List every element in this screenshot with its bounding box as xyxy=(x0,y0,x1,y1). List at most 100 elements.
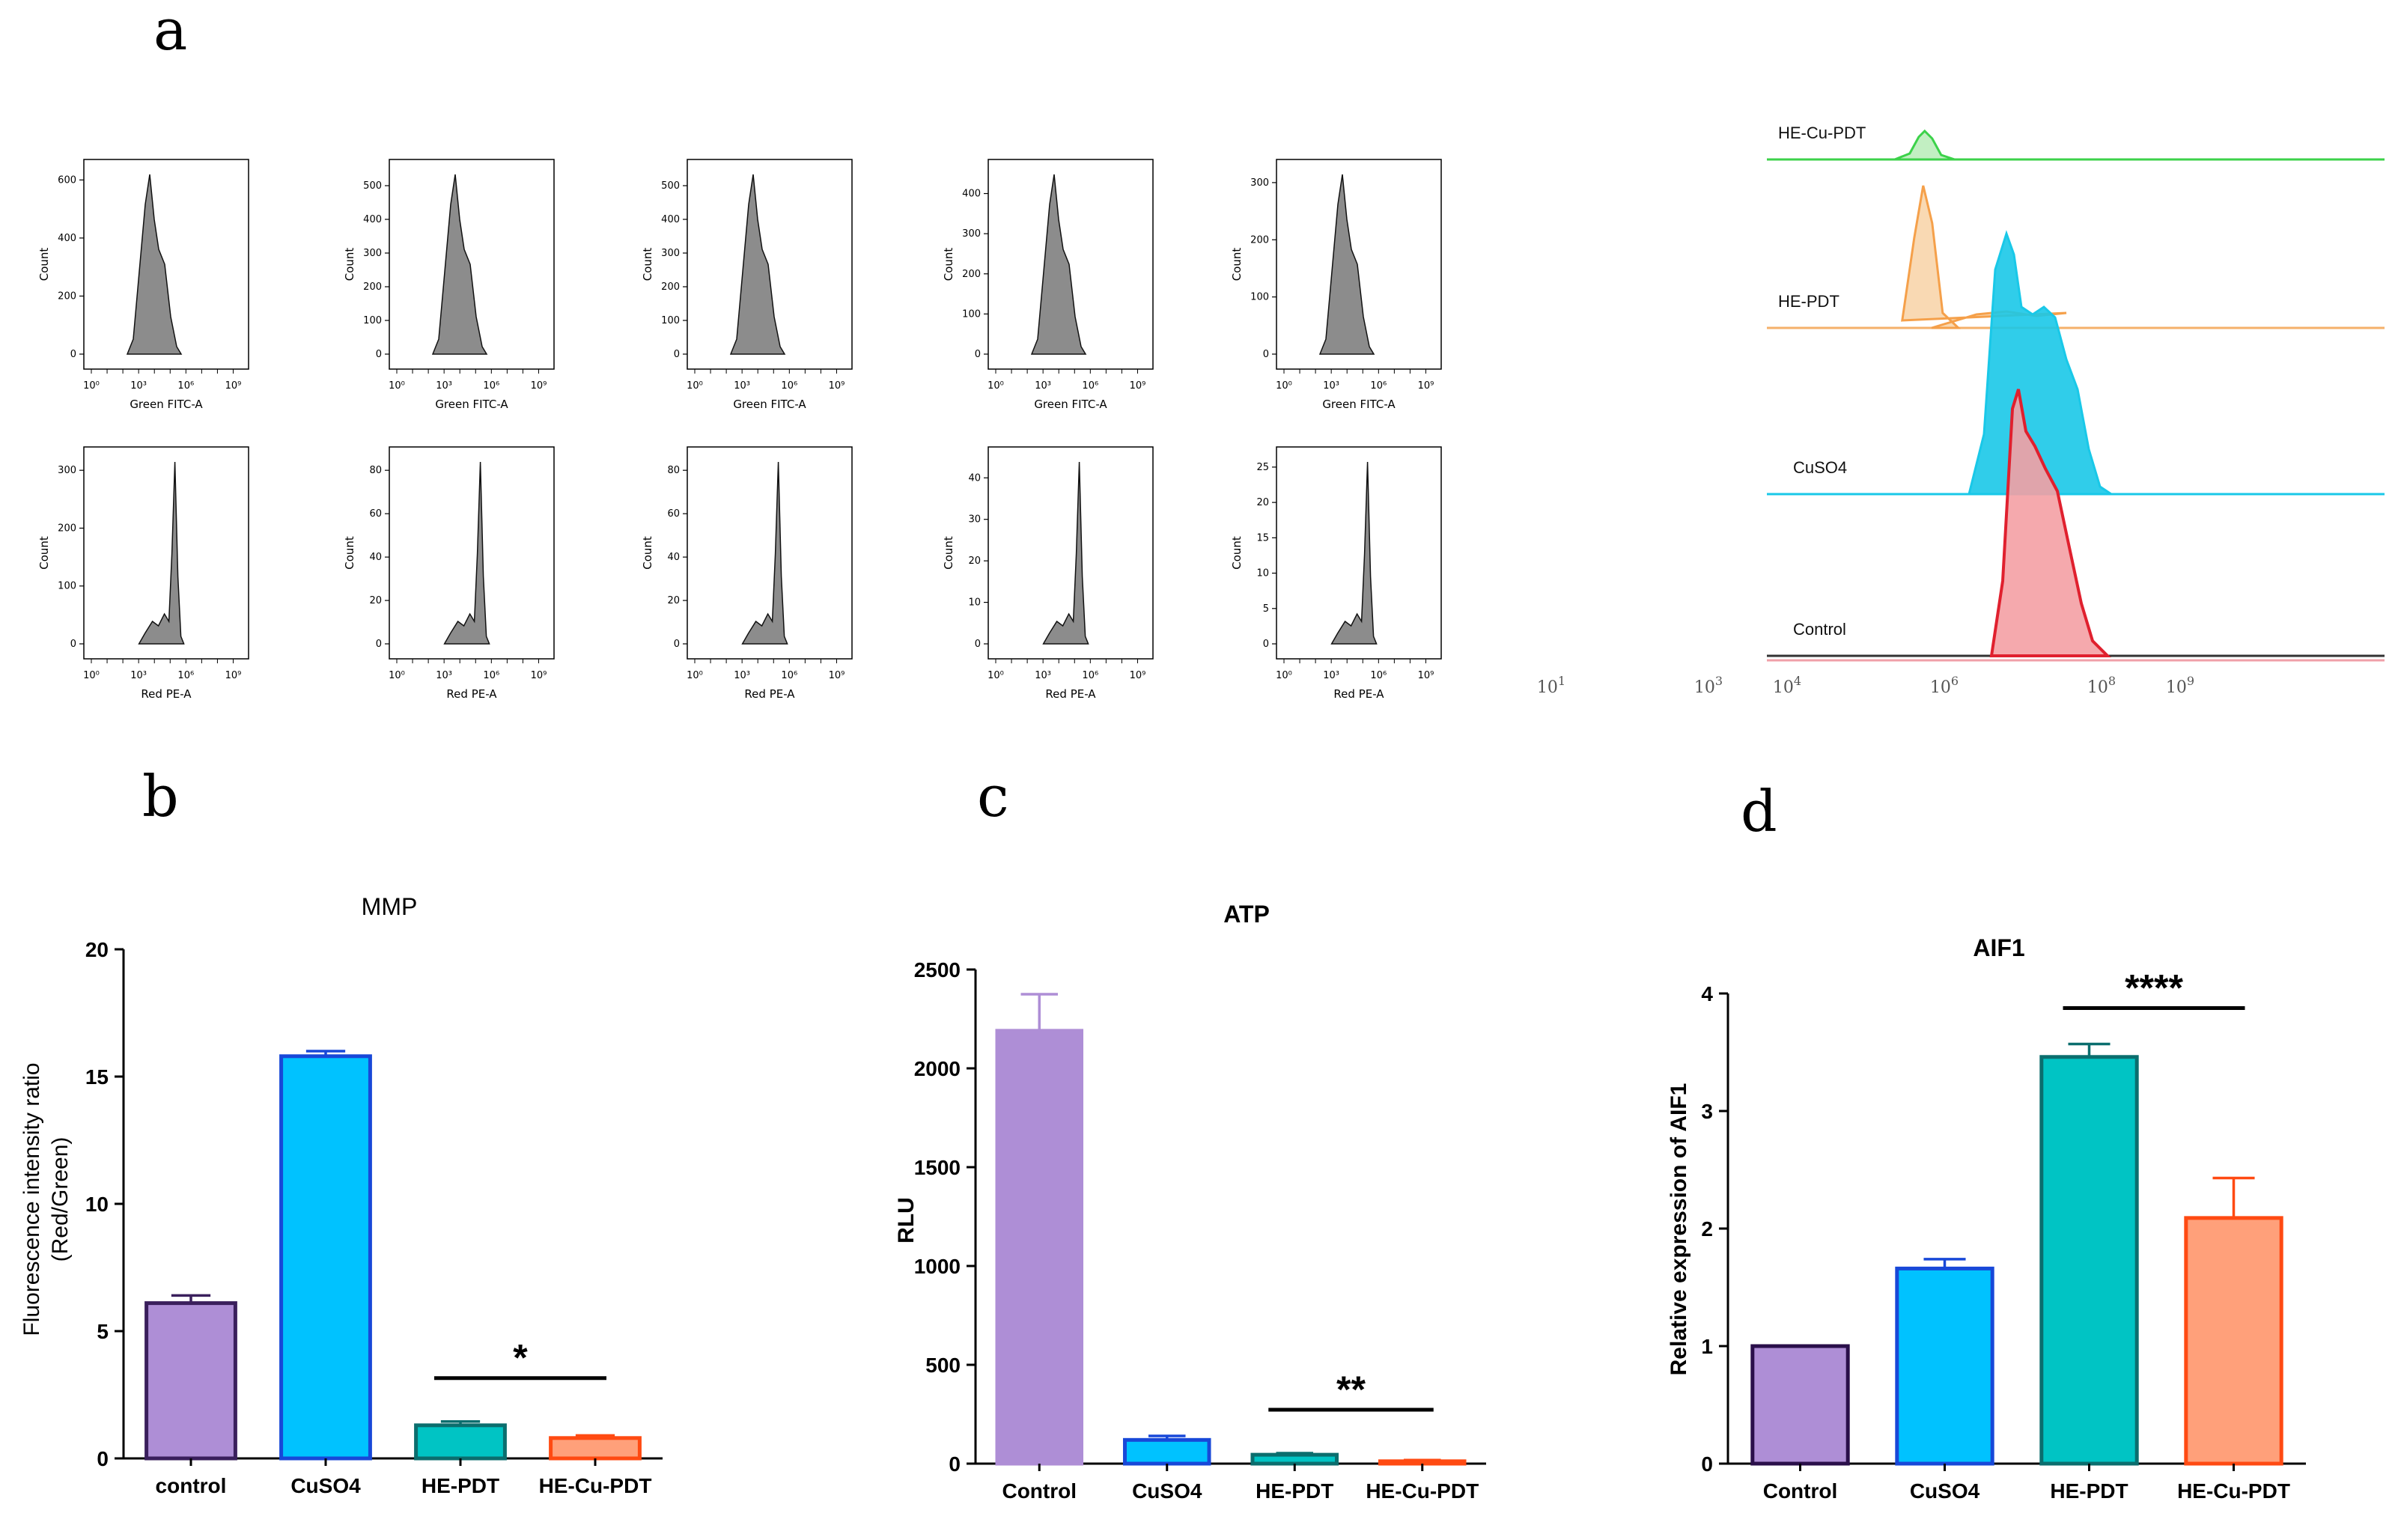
flow-histogram xyxy=(741,461,788,645)
overlay-xtick-label: 109 xyxy=(2166,674,2194,697)
flow-xaxis-label: Green FITC-A xyxy=(435,398,508,411)
flow-xaxis-label: Green FITC-A xyxy=(1322,398,1396,411)
chart-title: ATP xyxy=(1223,901,1270,928)
overlay-xtick-label: 103 xyxy=(1694,674,1723,697)
flow-xtick-label: 10⁹ xyxy=(531,670,547,681)
flow-ytick-label: 200 xyxy=(363,281,382,293)
flow-ytick-label: 100 xyxy=(1250,292,1269,303)
flow-panel-frame xyxy=(389,159,555,370)
flow-yaxis-label: Count xyxy=(942,536,955,570)
bar-control xyxy=(1750,1344,1850,1466)
flow-ytick-label: 100 xyxy=(363,315,382,326)
x-tick-label: HE-PDT xyxy=(422,1474,499,1497)
flow-xtick-label: 10⁰ xyxy=(988,380,1004,392)
flow-ytick-label: 20 xyxy=(1256,497,1269,508)
y-tick-label: 0 xyxy=(1701,1452,1713,1476)
overlay-peak-cuso4 xyxy=(1968,230,2115,496)
flow-ytick-label: 400 xyxy=(962,189,981,200)
overlay-label-he-pdt: HE-PDT xyxy=(1778,292,1839,311)
flow-histogram xyxy=(126,174,183,355)
flow-ytick-label: 0 xyxy=(376,639,382,650)
flow-panel-frame xyxy=(83,446,249,660)
y-tick-label: 2500 xyxy=(914,958,961,981)
y-tick-label: 5 xyxy=(97,1320,109,1343)
flow-ytick-label: 80 xyxy=(369,465,382,476)
bar-cuso4 xyxy=(1895,1266,1994,1466)
y-axis-label: RLU xyxy=(894,1197,919,1244)
flow-xaxis-label: Red PE-A xyxy=(1045,687,1096,701)
flow-yaxis-label: Count xyxy=(641,536,654,570)
flow-xtick-label: 10⁶ xyxy=(1370,380,1387,392)
flow-xaxis-label: Red PE-A xyxy=(1333,687,1384,701)
overlay-xtick-label: 101 xyxy=(1537,674,1565,697)
flow-ytick-label: 400 xyxy=(661,214,680,225)
flow-xtick-label: 10⁶ xyxy=(781,380,797,392)
flow-xtick-label: 10⁰ xyxy=(83,670,100,681)
flow-panel: 300 200 100 0 10⁰ 10³ 10⁶ 10⁹ Green FITC-A Count xyxy=(1230,159,1442,411)
significance-label: * xyxy=(513,1337,528,1379)
flow-ytick-label: 0 xyxy=(674,349,680,360)
flow-ytick-label: 400 xyxy=(363,214,382,225)
flow-ytick-label: 5 xyxy=(1263,603,1269,615)
flow-ytick-label: 100 xyxy=(962,308,981,320)
flow-xtick-label: 10³ xyxy=(130,380,147,392)
flow-panel: 80 60 40 20 0 10⁰ 10³ 10⁶ 10⁹ Red PE-A Count xyxy=(343,446,555,701)
panel-letter-b: b xyxy=(142,763,179,830)
y-tick-label: 1000 xyxy=(914,1255,961,1278)
flow-ytick-label: 80 xyxy=(667,465,680,476)
y-axis-label: Relative expression of AIF1 xyxy=(1667,1083,1691,1376)
overlay-xtick-label: 108 xyxy=(2087,674,2116,697)
y-tick-label: 2 xyxy=(1701,1217,1713,1241)
flow-xtick-label: 10⁰ xyxy=(1276,670,1292,681)
flow-xaxis-label: Red PE-A xyxy=(744,687,795,701)
bar-cuso4 xyxy=(279,1054,372,1461)
overlay-label-cuso4: CuSO4 xyxy=(1793,458,1847,477)
flow-ytick-label: 20 xyxy=(968,556,981,567)
flow-ytick-label: 200 xyxy=(661,281,680,293)
flow-panel: 40 30 20 10 0 10⁰ 10³ 10⁶ 10⁹ Red PE-A Count xyxy=(942,446,1154,701)
flow-ytick-label: 30 xyxy=(968,514,981,526)
flow-ytick-label: 0 xyxy=(70,639,76,650)
flow-panel-frame xyxy=(1276,159,1442,370)
flow-panel-frame xyxy=(1276,446,1442,660)
flow-ytick-label: 200 xyxy=(962,269,981,280)
flow-ytick-label: 0 xyxy=(1263,349,1269,360)
x-tick-label: Control xyxy=(1002,1479,1077,1503)
bar-control xyxy=(995,1029,1084,1466)
bar-cuso4 xyxy=(1122,1437,1211,1466)
flow-ytick-label: 15 xyxy=(1256,532,1269,544)
flow-panel: 400 300 200 100 0 10⁰ 10³ 10⁶ 10⁹ Green FITC-A Cou… xyxy=(942,159,1154,411)
flow-ytick-label: 200 xyxy=(58,523,76,534)
flow-xtick-label: 10³ xyxy=(130,670,147,681)
flow-xaxis-label: Green FITC-A xyxy=(1034,398,1107,411)
flow-xtick-label: 10³ xyxy=(1323,380,1339,392)
overlay-peak-control xyxy=(1989,389,2111,657)
flow-xtick-label: 10⁹ xyxy=(1130,670,1146,681)
flow-xtick-label: 10⁰ xyxy=(988,670,1004,681)
flow-ytick-label: 20 xyxy=(667,595,680,606)
flow-ytick-label: 0 xyxy=(1263,639,1269,650)
flow-panel: 80 60 40 20 0 10⁰ 10³ 10⁶ 10⁹ Red PE-A Count xyxy=(641,446,853,701)
flow-xtick-label: 10⁰ xyxy=(687,670,703,681)
flow-histogram xyxy=(1330,461,1378,645)
flow-histogram xyxy=(443,461,490,645)
flow-panel: 600 400 200 0 10⁰ 10³ 10⁶ 10⁹ Green FITC-A Count xyxy=(37,159,249,411)
y-tick-label: 0 xyxy=(97,1447,109,1470)
flow-xaxis-label: Red PE-A xyxy=(446,687,497,701)
flow-ytick-label: 40 xyxy=(369,552,382,563)
flow-ytick-label: 20 xyxy=(369,595,382,606)
flow-ytick-label: 200 xyxy=(1250,234,1269,246)
x-tick-label: CuSO4 xyxy=(1132,1479,1202,1503)
chart-title: AIF1 xyxy=(1973,934,2024,961)
flow-ytick-label: 200 xyxy=(58,290,76,302)
flow-ytick-label: 300 xyxy=(58,465,76,476)
panel-letter-a: a xyxy=(153,0,187,63)
flow-ytick-label: 25 xyxy=(1256,462,1269,473)
flow-xtick-label: 10⁹ xyxy=(531,380,547,392)
y-tick-label: 10 xyxy=(85,1193,109,1216)
x-tick-label: HE-PDT xyxy=(2050,1479,2128,1503)
flow-panel-frame xyxy=(389,446,555,660)
flow-yaxis-label: Count xyxy=(343,248,356,281)
flow-xaxis-label: Red PE-A xyxy=(141,687,192,701)
